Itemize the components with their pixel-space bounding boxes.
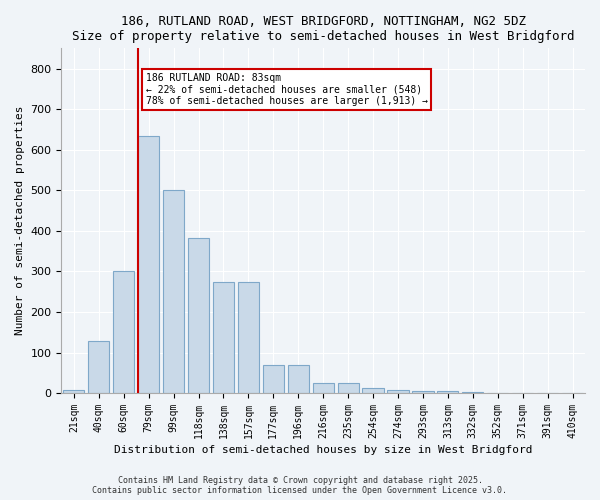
Bar: [338, 383, 359, 393]
Bar: [88, 341, 109, 393]
Y-axis label: Number of semi-detached properties: Number of semi-detached properties: [15, 106, 25, 336]
X-axis label: Distribution of semi-detached houses by size in West Bridgford: Distribution of semi-detached houses by …: [114, 445, 532, 455]
Bar: [138, 136, 159, 393]
Bar: [163, 190, 184, 393]
Bar: [188, 238, 209, 393]
Bar: [287, 364, 309, 393]
Bar: [362, 388, 383, 393]
Bar: [388, 390, 409, 393]
Bar: [462, 392, 484, 393]
Bar: [213, 282, 234, 393]
Bar: [313, 383, 334, 393]
Bar: [113, 272, 134, 393]
Bar: [412, 391, 434, 393]
Bar: [63, 390, 85, 393]
Bar: [437, 391, 458, 393]
Text: 186 RUTLAND ROAD: 83sqm
← 22% of semi-detached houses are smaller (548)
78% of s: 186 RUTLAND ROAD: 83sqm ← 22% of semi-de…: [146, 72, 428, 106]
Bar: [263, 364, 284, 393]
Title: 186, RUTLAND ROAD, WEST BRIDGFORD, NOTTINGHAM, NG2 5DZ
Size of property relative: 186, RUTLAND ROAD, WEST BRIDGFORD, NOTTI…: [72, 15, 574, 43]
Text: Contains HM Land Registry data © Crown copyright and database right 2025.
Contai: Contains HM Land Registry data © Crown c…: [92, 476, 508, 495]
Bar: [238, 282, 259, 393]
